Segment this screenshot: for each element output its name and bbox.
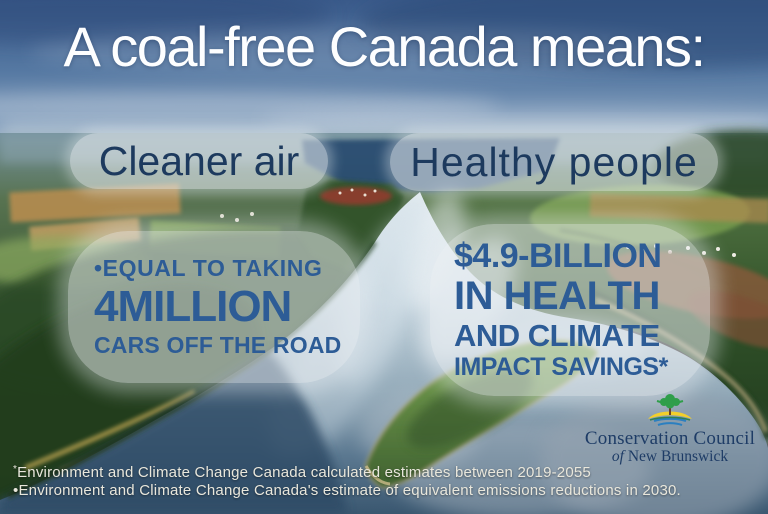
savings-stat-line4: IMPACT SAVINGS* [454, 353, 668, 382]
stat-bubble-savings: $4.9-BILLION IN HEALTH AND CLIMATE IMPAC… [430, 224, 710, 396]
main-title: A coal-free Canada means: [63, 15, 706, 78]
cars-stat-line3: CARS OFF THE ROAD [94, 331, 342, 358]
cars-stat-value: 4MILLION [94, 282, 292, 332]
logo-sub-name: New Brunswick [627, 448, 729, 465]
river [0, 192, 768, 514]
cars-stat-line1: •EQUAL TO TAKING [94, 255, 323, 282]
savings-stat-line2: IN HEALTH [454, 274, 660, 319]
logo-org-subname: of New Brunswick [578, 449, 762, 465]
footnote-1: *Environment and Climate Change Canada c… [13, 461, 681, 482]
footnote-1-text: Environment and Climate Change Canada ca… [17, 464, 591, 481]
stat-bubble-cars: •EQUAL TO TAKING 4MILLION CARS OFF THE R… [68, 231, 360, 383]
footnote-2-marker: • [13, 481, 19, 499]
footnote-2: •Environment and Climate Change Canada's… [13, 482, 681, 500]
pill-cleaner-air-label: Cleaner air [98, 137, 300, 184]
ccnb-logo: Conservation Council of New Brunswick [578, 392, 762, 465]
footnotes: *Environment and Climate Change Canada c… [13, 461, 681, 499]
logo-org-name: Conservation Council [584, 428, 756, 449]
footnote-1-marker: * [13, 464, 18, 475]
pill-cleaner-air: Cleaner air [70, 133, 328, 189]
footnote-2-text: Environment and Climate Change Canada's … [18, 481, 681, 499]
pill-healthy-people: Healthy people [390, 133, 718, 191]
savings-stat-value: $4.9-BILLION [454, 237, 662, 276]
pill-healthy-people-label: Healthy people [410, 138, 698, 185]
logo-sub-prefix: of [611, 448, 624, 465]
tree-sun-waves-icon [648, 394, 692, 426]
savings-stat-line3: AND CLIMATE [454, 317, 660, 353]
